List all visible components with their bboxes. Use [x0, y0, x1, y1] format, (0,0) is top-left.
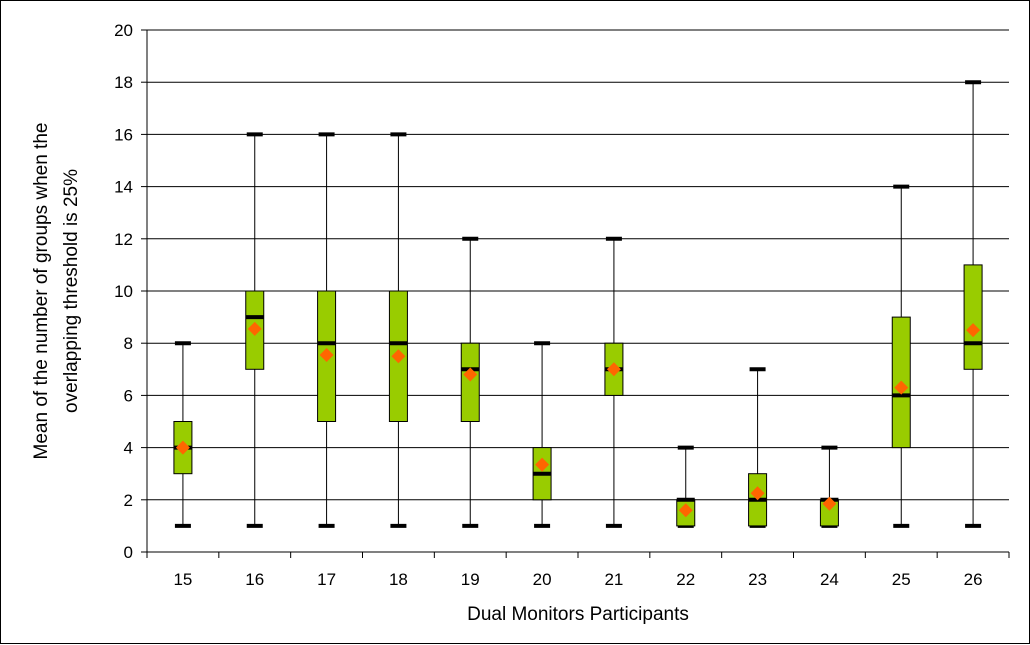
mean-marker	[319, 347, 334, 362]
x-tick-label: 25	[892, 570, 911, 589]
box-group	[388, 132, 408, 528]
box-group	[532, 341, 552, 528]
y-tick-label: 10	[114, 282, 133, 301]
box-group	[173, 341, 193, 528]
mean-marker	[535, 457, 550, 472]
box-group	[819, 445, 839, 528]
x-tick-label: 18	[389, 570, 408, 589]
box-group	[604, 236, 624, 528]
gridlines	[147, 29, 1009, 553]
mean-marker	[247, 321, 262, 336]
y-tick-label: 8	[124, 334, 133, 353]
y-axis-title-line-1: Mean of the number of groups when the	[31, 123, 52, 460]
mean-marker	[175, 440, 190, 455]
mean-marker	[966, 323, 981, 338]
x-tick-label: 15	[173, 570, 192, 589]
y-tick-label: 16	[114, 125, 133, 144]
box-group	[245, 132, 265, 528]
x-tick-label: 24	[820, 570, 839, 589]
iqr-box	[963, 264, 983, 370]
x-axis-title: Dual Monitors Participants	[467, 604, 689, 625]
x-tick-label: 21	[604, 570, 623, 589]
box-group	[963, 80, 983, 528]
y-tick-label: 4	[124, 439, 133, 458]
mean-marker	[750, 486, 765, 501]
mean-marker	[606, 362, 621, 377]
y-tick-label: 0	[124, 543, 133, 562]
x-tick-label: 20	[533, 570, 552, 589]
mean-marker	[391, 349, 406, 364]
iqr-box	[460, 342, 480, 423]
y-axis-ticks: 0 2 4 6 8 10 12 14 16 18 20	[114, 21, 148, 562]
x-tick-label: 26	[964, 570, 983, 589]
y-tick-label: 2	[124, 491, 133, 510]
x-tick-label: 23	[748, 570, 767, 589]
x-tick-label: 16	[245, 570, 264, 589]
y-tick-label: 18	[114, 73, 133, 92]
x-tick-label: 17	[317, 570, 336, 589]
box-group	[748, 367, 768, 528]
mean-marker	[678, 503, 693, 518]
x-tick-label: 22	[676, 570, 695, 589]
y-tick-label: 14	[114, 178, 133, 197]
y-tick-label: 12	[114, 230, 133, 249]
y-tick-label: 20	[114, 21, 133, 40]
mean-marker	[822, 496, 837, 511]
x-axis-ticks: 15 16 17 18 19 20 21 22 23 24 25 26	[146, 551, 1010, 589]
mean-marker	[463, 367, 478, 382]
mean-marker	[894, 380, 909, 395]
box-group	[317, 132, 337, 528]
box-group	[460, 236, 480, 528]
boxes	[173, 80, 983, 528]
box-group	[891, 184, 911, 528]
x-tick-label: 19	[461, 570, 480, 589]
box-group	[676, 445, 696, 528]
y-tick-label: 6	[124, 386, 133, 405]
y-axis-title-line-2: overlapping threshold is 25%	[61, 169, 82, 413]
